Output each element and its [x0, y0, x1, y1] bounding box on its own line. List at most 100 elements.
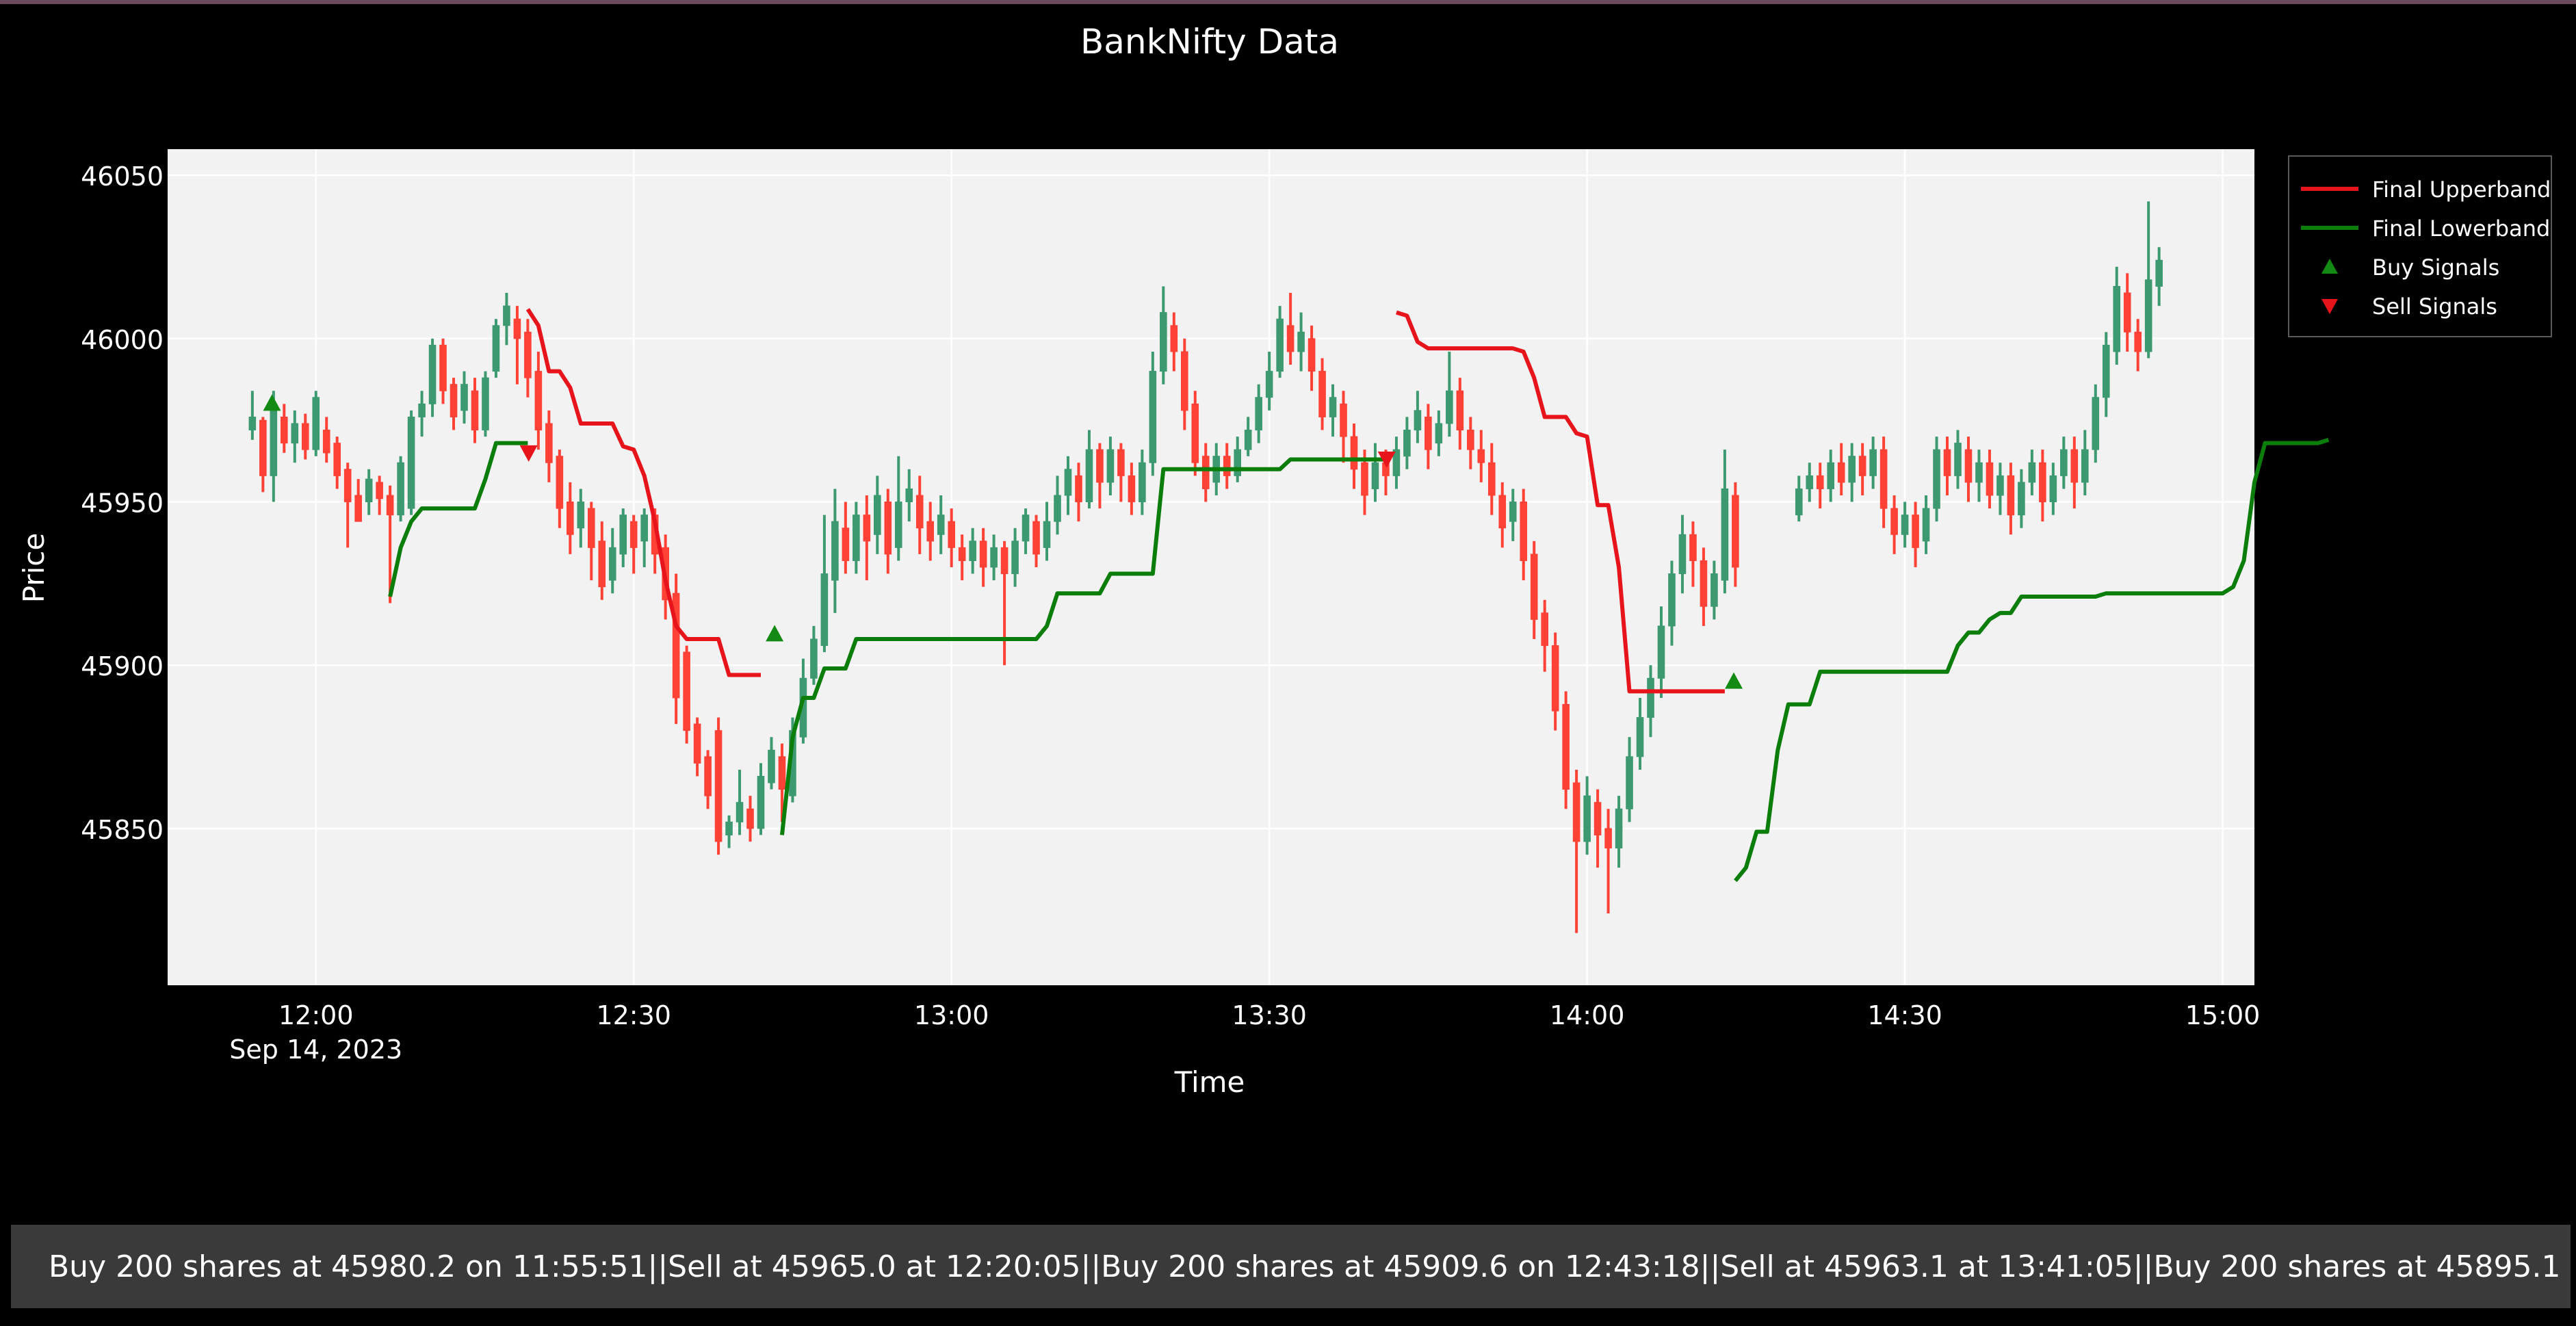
candle-body	[1678, 534, 1687, 575]
candle-body	[1022, 515, 1030, 542]
x-tick-label: 13:00	[914, 1000, 989, 1030]
legend-item[interactable]: Final Upperband	[2301, 177, 2551, 203]
candle	[683, 645, 690, 744]
candle-body	[969, 541, 976, 561]
legend-label: Final Lowerband	[2372, 216, 2550, 242]
legend-item[interactable]: Sell Signals	[2321, 294, 2497, 320]
candle	[810, 625, 818, 685]
buy-signal-marker	[1725, 672, 1743, 689]
candle-body	[567, 502, 574, 535]
candle-body	[312, 397, 320, 450]
candle-body	[874, 495, 881, 535]
candle	[1000, 541, 1009, 666]
candle-body	[1318, 371, 1326, 417]
candle	[979, 528, 987, 587]
candle	[1583, 776, 1591, 855]
candle-body	[1520, 502, 1528, 561]
candlestick-chart[interactable]: 45850 45900 45950 46000 46050 12:00 12:30 13:00…	[0, 0, 2576, 1218]
candle	[958, 534, 966, 581]
candle	[1975, 450, 1983, 502]
candle-body	[471, 390, 479, 431]
candle	[969, 528, 976, 574]
candle	[2081, 430, 2089, 495]
candle-body	[683, 651, 690, 731]
candle-body	[831, 521, 839, 581]
candle	[1139, 450, 1146, 515]
candle-body	[1806, 475, 1814, 489]
candle	[1827, 450, 1835, 502]
candle-body	[1732, 495, 1739, 568]
candle-body	[270, 403, 278, 476]
candle	[301, 413, 309, 460]
legend-label: Sell Signals	[2372, 294, 2497, 320]
candle-body	[1329, 397, 1337, 417]
candle-body	[990, 547, 998, 568]
upperband-line	[1396, 310, 1725, 694]
candle-body	[1869, 449, 1877, 476]
candle-body	[1668, 573, 1676, 627]
candle	[1318, 358, 1326, 430]
candle	[1085, 430, 1093, 509]
candle	[768, 737, 775, 790]
candle-body	[757, 776, 765, 829]
candle-body	[1234, 449, 1242, 476]
legend-item[interactable]: Final Lowerband	[2301, 216, 2550, 242]
candle	[1806, 463, 1814, 502]
candle-body	[746, 808, 754, 829]
candle-body	[439, 344, 447, 391]
candle	[619, 508, 627, 567]
candle	[990, 534, 998, 581]
candle-body	[2144, 279, 2152, 352]
candle	[343, 463, 352, 548]
y-tick-label: 45850	[81, 815, 164, 845]
candle-body	[2092, 397, 2100, 450]
candle-body	[1721, 488, 1729, 581]
candle-body	[1191, 403, 1199, 463]
candle-body	[322, 430, 330, 454]
legend-up-triangle-icon	[2321, 259, 2338, 274]
candle-body	[1096, 449, 1104, 483]
candle	[1964, 437, 1973, 502]
axes: 45850 45900 45950 46000 46050 12:00 12:30 13:00…	[81, 161, 2260, 1065]
candle	[1986, 450, 1994, 509]
candle	[1223, 443, 1231, 489]
candle-body	[1106, 449, 1115, 483]
candle	[492, 319, 500, 378]
candle-body	[545, 423, 553, 463]
candle	[503, 293, 510, 346]
candle	[2144, 201, 2152, 359]
legend-label: Final Upperband	[2372, 177, 2551, 203]
candle	[482, 371, 489, 437]
candle-body	[863, 515, 871, 542]
candle	[259, 417, 267, 493]
candle-body	[1414, 410, 1422, 431]
candle-body	[979, 541, 987, 568]
candle-body	[926, 521, 935, 542]
candle-body	[1572, 782, 1580, 842]
candle-body	[333, 443, 341, 476]
candle	[587, 502, 595, 581]
candle	[1117, 443, 1125, 502]
x-tick-label: 14:30	[1867, 1000, 1942, 1030]
candle-body	[1297, 331, 1305, 352]
candle	[1869, 437, 1877, 489]
candle	[672, 573, 680, 725]
candle-body	[1541, 612, 1548, 647]
candle	[513, 306, 521, 385]
legend[interactable]: Final Upperband Final Lowerband Buy Signal…	[2288, 155, 2552, 337]
candle-body	[1244, 430, 1252, 450]
candle	[1424, 404, 1432, 469]
candle-body	[810, 638, 818, 679]
candle-body	[736, 802, 744, 822]
candle	[1128, 463, 1136, 515]
candle-body	[460, 384, 468, 411]
candle	[704, 750, 712, 809]
candle	[1297, 312, 1305, 372]
x-tick-label: 12:30	[596, 1000, 671, 1030]
candle	[2007, 463, 2015, 535]
candle-body	[1403, 430, 1411, 457]
candle	[386, 485, 394, 603]
legend-item[interactable]: Buy Signals	[2321, 255, 2499, 281]
candle	[2018, 469, 2025, 528]
candle	[2039, 450, 2046, 522]
